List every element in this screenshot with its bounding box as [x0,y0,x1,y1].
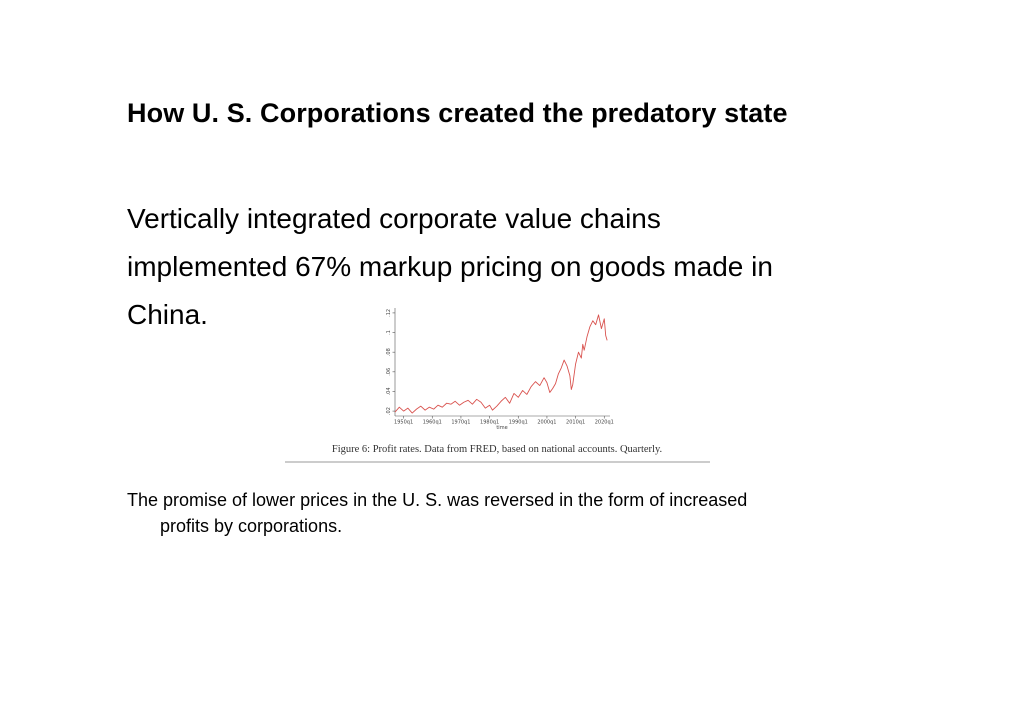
lead-line-2: implemented 67% markup pricing on goods … [127,251,773,282]
lead-paragraph: Vertically integrated corporate value ch… [127,195,887,339]
series-layer [394,314,608,414]
x-tick-label: 2020q1 [595,420,614,426]
x-tick-label: 2010q1 [566,420,585,426]
y-axis: .02 .04 .06 .08 .1 .12 [386,308,396,416]
lead-line-3: China. [127,299,208,330]
x-tick-label: 1950q1 [394,420,413,426]
profit-rate-chart: .02 .04 .06 .08 .1 .12 1950q1 1960q1 1970q1 1980… [285,308,710,463]
y-tick-label: .12 [386,309,392,317]
x-axis: 1950q1 1960q1 1970q1 1980q1 1990q1 2000q1 2010… [394,415,614,426]
note-line-2: profits by corporations. [160,516,343,536]
y-tick-label: .06 [386,368,392,376]
profit-rate-figure: .02 .04 .06 .08 .1 .12 1950q1 1960q1 1970q1 1980… [285,300,710,465]
y-tick-label: .04 [386,387,392,395]
lead-line-1: Vertically integrated corporate value ch… [127,203,661,234]
y-tick-label: .02 [386,407,392,415]
x-tick-label: 1980q1 [480,420,499,426]
y-tick-label: .08 [386,348,392,356]
note-line-1: The promise of lower prices in the U. S.… [127,490,748,510]
slide-title: How U. S. Corporations created the preda… [127,98,788,128]
y-tick-label: .1 [386,330,392,335]
x-tick-label: 1960q1 [423,420,442,426]
profit-rate-line [394,314,608,414]
x-tick-label: 1990q1 [509,420,528,426]
note-paragraph: The promise of lower prices in the U. S.… [127,487,907,539]
x-tick-label: 2000q1 [537,420,556,426]
x-tick-label: 1970q1 [451,420,470,426]
x-axis-title: time [496,425,507,431]
figure-caption: Figure 6: Profit rates. Data from FRED, … [332,444,662,455]
